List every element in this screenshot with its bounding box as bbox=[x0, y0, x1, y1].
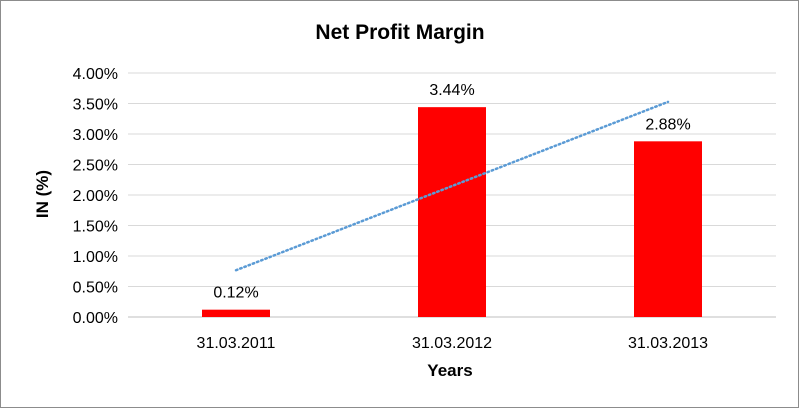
bars bbox=[202, 107, 702, 317]
y-tick-label: 2.50% bbox=[73, 158, 118, 175]
y-tick-label: 3.50% bbox=[73, 97, 118, 114]
x-tick-label: 31.03.2013 bbox=[628, 335, 708, 352]
y-axis-ticks: 0.00% 0.50% 1.00% 1.50% 2.00% 2.50% 3.00% 3.50%… bbox=[73, 66, 118, 327]
trendline bbox=[234, 100, 670, 272]
bar bbox=[418, 107, 486, 317]
y-tick-label: 1.00% bbox=[73, 249, 118, 266]
x-axis-ticks: 31.03.2011 31.03.2012 31.03.2013 bbox=[197, 335, 709, 352]
y-tick-label: 2.00% bbox=[73, 188, 118, 205]
y-tick-label: 4.00% bbox=[73, 66, 118, 83]
data-label: 0.12% bbox=[213, 285, 258, 302]
bar bbox=[202, 309, 270, 317]
y-tick-label: 0.50% bbox=[73, 280, 118, 297]
data-label: 2.88% bbox=[645, 116, 690, 133]
x-tick-label: 31.03.2012 bbox=[412, 335, 492, 352]
chart-title: Net Profit Margin bbox=[315, 21, 484, 44]
bar bbox=[634, 141, 702, 317]
x-axis-label: Years bbox=[427, 361, 472, 380]
data-label: 3.44% bbox=[429, 82, 474, 99]
y-tick-label: 1.50% bbox=[73, 219, 118, 236]
data-labels: 0.12% 3.44% 2.88% bbox=[213, 82, 690, 302]
trendline-group bbox=[234, 100, 670, 272]
y-tick-label: 3.00% bbox=[73, 127, 118, 144]
x-tick-label: 31.03.2011 bbox=[197, 335, 276, 352]
y-tick-label: 0.00% bbox=[73, 310, 118, 327]
y-axis-label: IN (%) bbox=[33, 170, 52, 218]
